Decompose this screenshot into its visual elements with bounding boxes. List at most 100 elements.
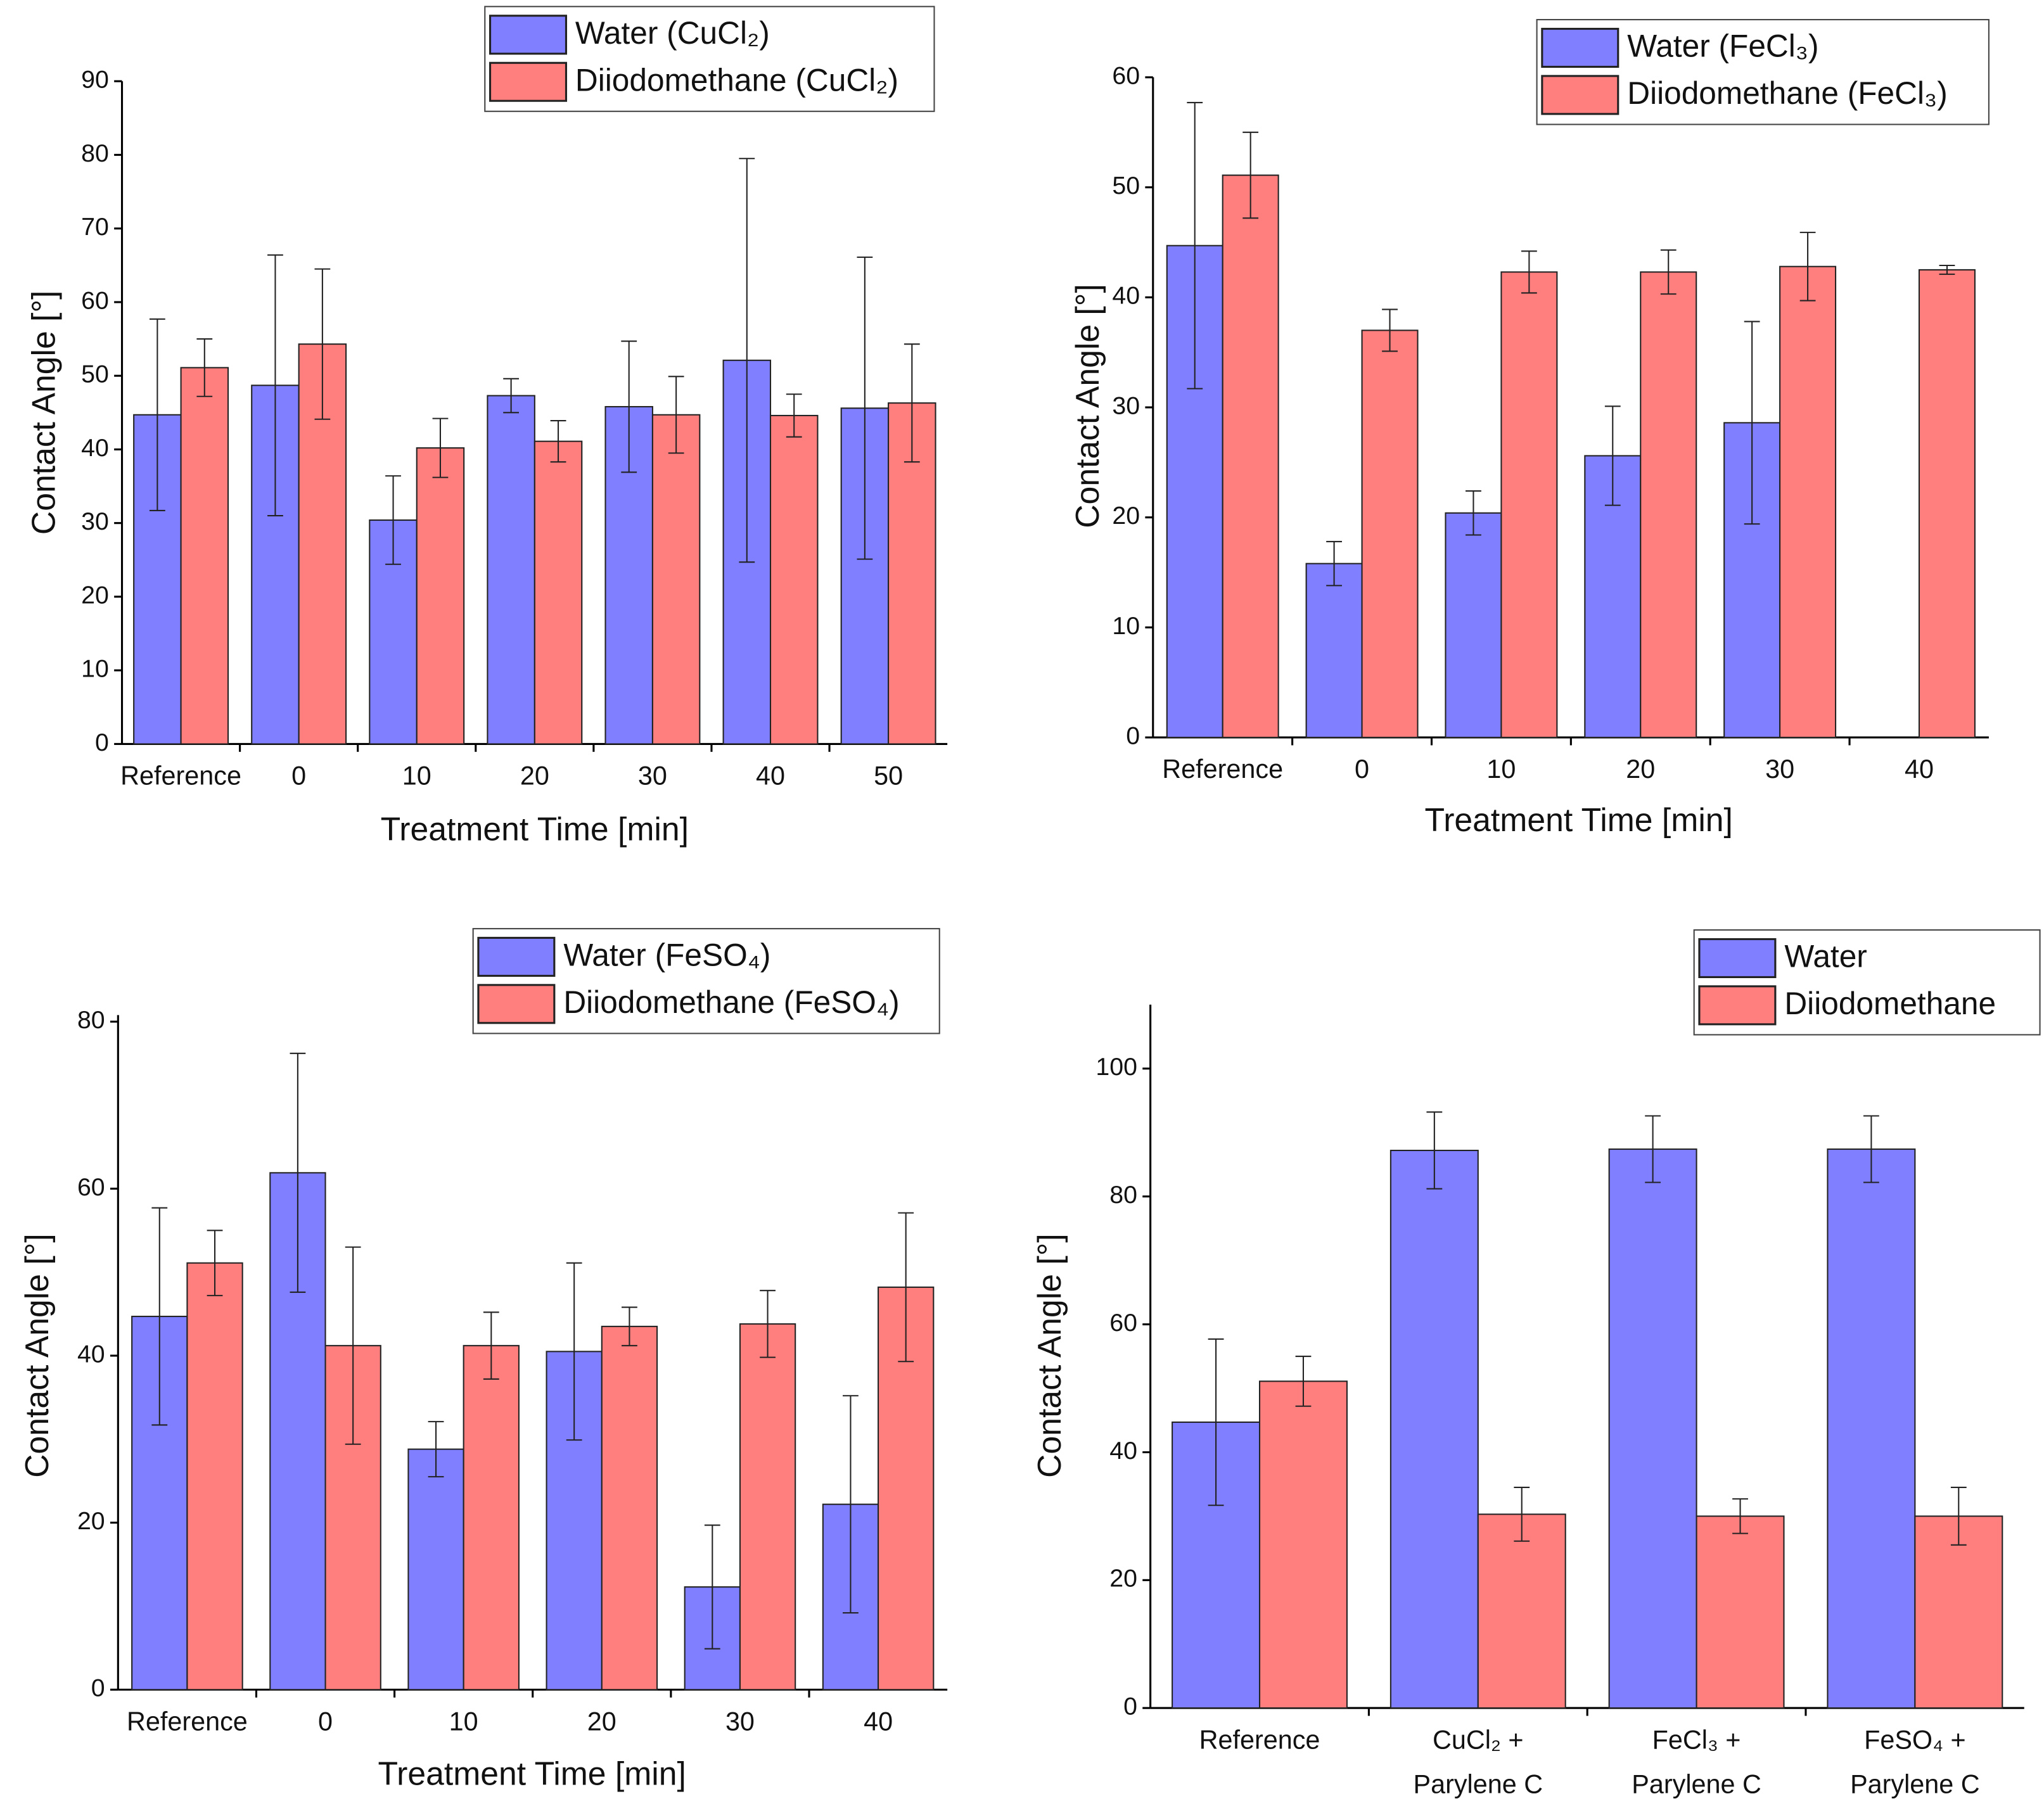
x-tick-label: FeSO₄ + Parylene C: [1850, 1726, 1980, 1800]
panel: 0 10 20 30 40 50 60 Reference 0 10 20 30 40 Treatment…: [1069, 18, 1990, 838]
x-tick-label: Reference: [120, 762, 241, 791]
legend-swatch: [477, 936, 556, 977]
error-bar: [1604, 405, 1621, 506]
x-tick-label-box: 0: [318, 1708, 333, 1736]
bar: [1696, 1515, 1785, 1709]
bar: [1640, 271, 1697, 739]
y-tick-label: 40: [1109, 1437, 1137, 1465]
legend-label: Water (CuCl₂): [575, 15, 770, 51]
error-bar: [290, 1052, 306, 1293]
y-axis-label: Contact Angle [°]: [25, 291, 61, 535]
y-tick-label: 10: [81, 655, 109, 683]
legend-swatch: [477, 984, 556, 1024]
y-axis-label: Contact Angle [°]: [1031, 1233, 1068, 1478]
y-tick-label: 100: [1095, 1053, 1137, 1081]
x-tick-label: 40: [1904, 756, 1934, 785]
error-bar: [1466, 490, 1481, 536]
error-bar: [739, 158, 755, 563]
x-tick-label: 40: [864, 1708, 893, 1737]
bar: [463, 1345, 520, 1691]
error-bar: [151, 1207, 168, 1426]
x-tick-label: 10: [449, 1708, 478, 1737]
error-bar: [1326, 540, 1342, 587]
x-tick-label-box: 10: [1486, 756, 1516, 785]
x-tick-label-box: 0: [1355, 756, 1370, 785]
bar: [1258, 1380, 1348, 1709]
legend-swatch: [1698, 985, 1777, 1026]
error-bar: [385, 475, 401, 565]
bar: [769, 414, 819, 745]
x-tick-label-box: 10: [402, 762, 431, 791]
y-tick-label: 30: [1112, 391, 1140, 419]
y-tick-label: 60: [1112, 61, 1140, 89]
error-bar: [1426, 1111, 1443, 1190]
bar: [1305, 563, 1363, 739]
x-tick-label: 30: [725, 1708, 755, 1737]
bar: [533, 440, 583, 745]
x-tick-label-box: 20: [1626, 756, 1655, 784]
error-bar: [786, 393, 802, 438]
x-tick-label: CuCl₂ + Parylene C: [1413, 1726, 1543, 1800]
error-bar: [566, 1262, 582, 1441]
error-bar: [1732, 1498, 1748, 1534]
bar: [180, 367, 229, 745]
x-tick-label: 10: [1486, 756, 1516, 785]
x-axis-label: Treatment Time [min]: [378, 1755, 686, 1791]
y-tick-label: 10: [1112, 612, 1140, 640]
bar: [1608, 1148, 1697, 1709]
error-bar: [1863, 1115, 1879, 1183]
legend-swatch: [1541, 75, 1619, 115]
x-tick-label-box: 40: [756, 762, 785, 791]
y-tick-label: 0: [95, 729, 109, 756]
error-bar: [1514, 1486, 1530, 1542]
x-tick-label: Reference: [1162, 756, 1284, 785]
x-tick-label-box: Reference: [1162, 756, 1284, 785]
legend-label: Water: [1784, 939, 1867, 974]
y-tick-label: 0: [1126, 722, 1140, 749]
x-axis-label: Treatment Time [min]: [381, 811, 689, 848]
bar: [1500, 271, 1558, 739]
y-tick-label: 0: [91, 1674, 105, 1702]
x-tick-label: 0: [1355, 756, 1370, 785]
bar: [604, 405, 653, 745]
error-bar: [1382, 309, 1398, 352]
x-tick-label-box: Reference: [1199, 1726, 1320, 1755]
x-tick-label: 0: [291, 762, 307, 791]
x-tick-label-box: Reference: [127, 1708, 248, 1736]
error-bar: [345, 1246, 361, 1445]
error-bar: [196, 338, 213, 397]
error-bar: [1242, 131, 1259, 219]
error-bar: [267, 254, 283, 517]
legend-swatch: [1698, 938, 1777, 979]
y-tick-label: 50: [1112, 172, 1140, 200]
panel: 0 20 40 60 80 Reference 0 10 20 30 40 Treatment Tim…: [18, 927, 948, 1791]
bar: [1477, 1513, 1566, 1709]
bar: [186, 1262, 243, 1691]
x-tick-label-box: FeSO₄ + Parylene C: [1850, 1726, 1980, 1800]
bar: [487, 395, 535, 745]
error-bar: [1521, 250, 1537, 294]
error-bar: [1939, 264, 1955, 275]
bar: [1361, 329, 1419, 739]
x-tick-label: FeCl₃ + Parylene C: [1632, 1726, 1761, 1800]
error-bar: [1744, 321, 1760, 525]
bar: [651, 414, 701, 745]
x-tick-label-box: 10: [449, 1708, 478, 1737]
error-bar: [550, 420, 566, 463]
y-tick-label: 20: [1112, 502, 1140, 530]
error-bar: [1645, 1115, 1661, 1183]
y-axis-label: Contact Angle [°]: [18, 1233, 55, 1478]
error-bar: [483, 1311, 499, 1380]
error-bar: [1295, 1356, 1312, 1407]
x-tick-label-box: 40: [864, 1708, 893, 1737]
x-axis-label: Treatment Time [min]: [1425, 801, 1733, 838]
y-tick-label: 40: [81, 434, 109, 462]
x-tick-label-box: 20: [520, 762, 549, 791]
y-tick-label: 60: [1109, 1309, 1137, 1337]
error-bar: [1208, 1338, 1224, 1506]
legend-label: Diiodomethane (FeSO₄): [563, 984, 899, 1020]
panel: 0 20 40 60 80 100 Reference CuCl₂ + Parylene C F…: [1031, 929, 2041, 1800]
x-tick-label-box: 30: [1765, 756, 1794, 784]
bar: [1445, 512, 1502, 739]
